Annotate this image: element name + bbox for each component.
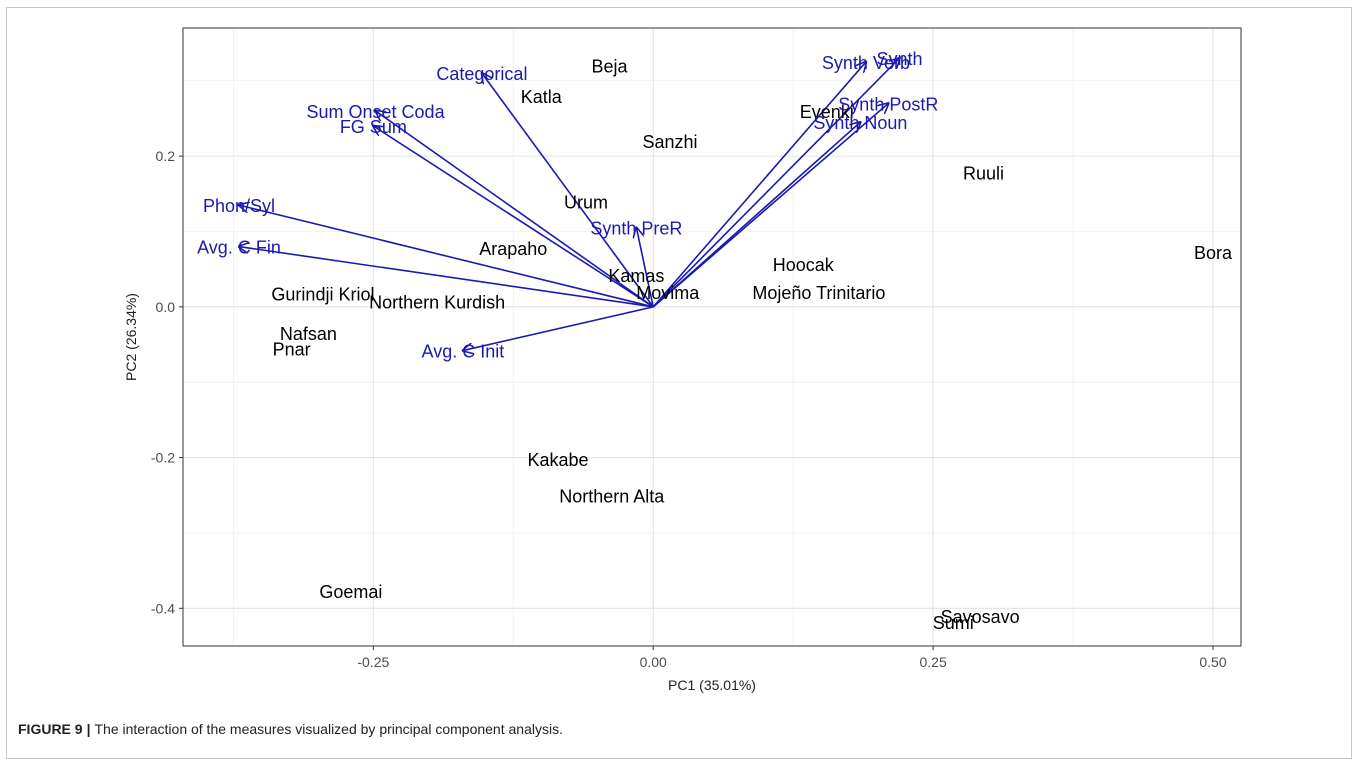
loading-arrow <box>376 111 654 308</box>
point-labels: Beja Katla Sanzhi Evenki Ruuli Urum Arapaho Bor… <box>271 57 1233 633</box>
point-label: Ruuli <box>963 164 1004 184</box>
loading-arrow <box>482 73 654 308</box>
figure-caption: FIGURE 9 | The interaction of the measures… <box>18 721 563 737</box>
point-label: Movima <box>636 283 700 303</box>
point-label: Sanzhi <box>642 132 697 152</box>
y-tick-label: -0.2 <box>151 450 175 466</box>
grid-major <box>183 28 1241 646</box>
loading-label: FG Sum <box>340 117 407 137</box>
loading-arrow <box>463 306 654 351</box>
loading-arrow <box>652 122 860 308</box>
axes: -0.25 0.00 0.25 0.50 -0.4 -0.2 0.0 0.2 <box>151 148 1227 670</box>
point-label: Kamas <box>608 266 664 286</box>
caption-text: The interaction of the measures visualiz… <box>94 721 563 737</box>
loading-label: Synth Verb <box>822 53 910 73</box>
point-label: Beja <box>592 57 629 77</box>
point-label: Mojeño Trinitario <box>752 283 885 303</box>
y-axis-label: PC2 (26.34%) <box>123 293 139 381</box>
point-label: Gurindji Kriol <box>271 284 374 304</box>
x-tick-label: 0.00 <box>640 654 667 670</box>
point-label: Kakabe <box>528 450 589 470</box>
loading-label: Phon/Syl <box>203 196 275 216</box>
point-label: Pnar <box>273 339 311 359</box>
point-label: Evenki <box>800 102 854 122</box>
x-tick-label: 0.50 <box>1199 654 1226 670</box>
caption-separator: | <box>86 721 91 737</box>
loading-arrow <box>652 58 899 308</box>
point-label: Nafsan <box>280 324 337 344</box>
loading-label: Avg. C Init <box>422 342 505 362</box>
y-tick-label: 0.2 <box>156 148 176 164</box>
panel-border <box>182 27 1242 647</box>
x-tick-label: 0.25 <box>919 654 946 670</box>
point-label: Northern Alta <box>559 486 665 506</box>
point-label: Hoocak <box>773 255 835 275</box>
x-tick-label: -0.25 <box>357 654 389 670</box>
y-tick-label: -0.4 <box>151 600 175 616</box>
point-label: Arapaho <box>479 239 547 259</box>
x-axis-label: PC1 (35.01%) <box>668 677 756 693</box>
loading-arrows <box>239 58 900 350</box>
loading-arrow <box>239 247 654 308</box>
loading-label: Avg. C Fin <box>197 238 281 258</box>
loading-arrow <box>636 228 655 308</box>
point-label: Northern Kurdish <box>369 293 505 313</box>
grid-minor <box>183 28 1241 646</box>
loading-label: Synth PreR <box>590 219 682 239</box>
loading-label: Synth Noun <box>813 113 907 133</box>
y-tick-label: 0.0 <box>156 299 176 315</box>
point-label: Goemai <box>319 582 382 602</box>
point-label: Urum <box>564 192 608 212</box>
loading-label: Sum Onset Coda <box>307 102 446 122</box>
figure-label: FIGURE 9 <box>18 721 83 737</box>
point-label: Katla <box>521 87 563 107</box>
figure-frame <box>6 7 1352 759</box>
point-label: Bora <box>1194 243 1233 263</box>
point-label: Savosavo <box>941 607 1020 627</box>
loading-arrow <box>652 62 866 308</box>
loading-arrow <box>239 205 654 308</box>
point-label: Sumi <box>933 613 974 633</box>
loading-label: Synth <box>877 49 923 69</box>
loading-arrow <box>373 126 654 308</box>
loading-label: Categorical <box>436 64 527 84</box>
loading-label: Synth PostR <box>838 94 938 114</box>
